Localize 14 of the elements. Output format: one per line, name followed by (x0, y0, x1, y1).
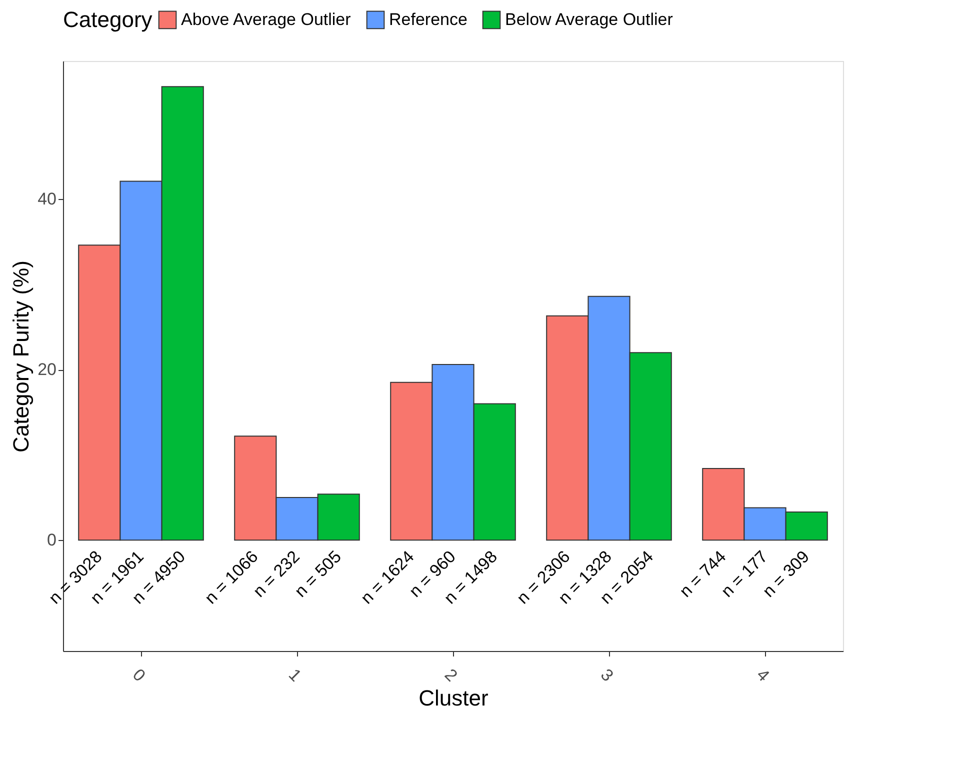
x-tick-label: 2 (440, 665, 462, 686)
legend-label: Reference (389, 10, 468, 29)
y-tick-label: 0 (47, 530, 56, 550)
y-tick-label: 40 (38, 190, 56, 209)
y-axis-title: Category Purity (%) (8, 260, 34, 452)
x-tick-label: 4 (752, 665, 774, 686)
x-axis-title: Cluster (418, 686, 488, 710)
x-tick-label: 0 (128, 665, 150, 686)
x-tick-label: 1 (284, 665, 306, 686)
legend-label: Below Average Outlier (505, 10, 674, 29)
y-tick-label: 20 (38, 360, 56, 380)
x-tick-label: 3 (596, 665, 618, 686)
legend-title: Category (63, 7, 152, 32)
legend-label: Above Average Outlier (181, 10, 352, 29)
